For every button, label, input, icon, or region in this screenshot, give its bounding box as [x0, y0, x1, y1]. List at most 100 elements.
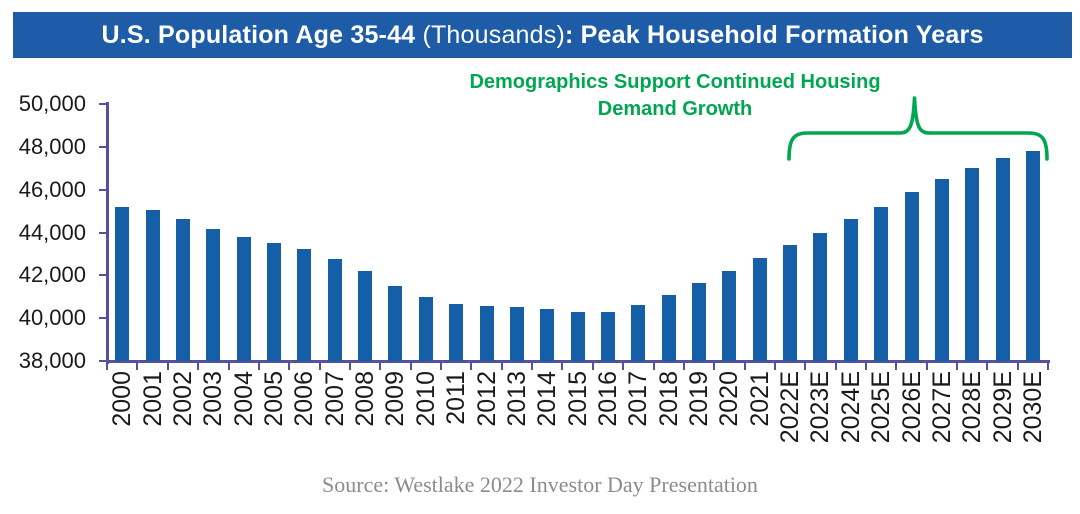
x-axis-label: 2015	[563, 371, 592, 427]
source-caption: Source: Westlake 2022 Investor Day Prese…	[322, 472, 758, 497]
x-axis-label: 2027E	[927, 371, 956, 444]
x-axis-tick	[864, 363, 867, 370]
x-axis-label: 2005	[260, 371, 289, 427]
y-axis-tick	[99, 145, 107, 148]
bar-2016	[600, 311, 615, 361]
x-axis-label: 2017	[624, 371, 653, 427]
bar-2006	[297, 248, 312, 361]
x-axis-tick	[773, 363, 776, 370]
x-axis-tick	[288, 363, 291, 370]
chart-title-bar: U.S. Population Age 35-44 (Thousands): P…	[13, 12, 1072, 58]
x-axis-tick	[743, 363, 746, 370]
x-axis-tick	[652, 363, 655, 370]
y-axis-label: 46,000	[18, 176, 86, 202]
x-axis-tick	[257, 363, 260, 370]
x-axis-tick	[440, 363, 443, 370]
annotation-text: Demographics Support Continued Housing D…	[415, 69, 935, 123]
x-axis-tick	[986, 363, 989, 370]
bar-2024E	[843, 218, 858, 361]
x-axis-label: 2030E	[1018, 371, 1047, 444]
x-axis-tick	[136, 363, 139, 370]
bar-2007	[327, 259, 342, 361]
x-axis-label: 2010	[411, 371, 440, 427]
x-axis-tick	[1047, 363, 1050, 370]
bar-2011	[449, 304, 464, 361]
x-axis-tick	[197, 363, 200, 370]
x-axis-tick	[166, 363, 169, 370]
bar-2028E	[965, 168, 980, 361]
y-axis-label: 44,000	[18, 219, 86, 245]
bar-2005	[267, 243, 282, 361]
x-axis-label: 2002	[169, 371, 197, 427]
bar-2022E	[783, 245, 798, 361]
x-axis-label: 2019	[685, 371, 714, 427]
x-axis-label: 2024E	[836, 371, 865, 444]
bar-2021	[752, 258, 767, 361]
x-axis-label: 2014	[533, 371, 562, 427]
x-axis-label: 2004	[229, 371, 258, 427]
y-axis-tick	[99, 274, 107, 277]
x-axis-label: 2016	[593, 371, 622, 427]
y-axis-label: 38,000	[18, 348, 86, 373]
y-axis-tick	[99, 188, 107, 191]
x-axis-tick	[622, 363, 625, 370]
x-axis-tick	[531, 363, 534, 370]
x-axis-tick	[348, 363, 351, 370]
x-axis-label: 2007	[320, 371, 349, 427]
x-axis-tick	[227, 363, 230, 370]
annotation-line-1: Demographics Support Continued Housing	[469, 71, 881, 93]
x-axis-tick	[470, 363, 473, 370]
chart-title-part-3: : Peak Household Formation Years	[564, 20, 984, 49]
x-axis-label: 2000	[108, 371, 137, 427]
y-axis-label: 42,000	[18, 262, 86, 288]
y-axis-tick	[99, 103, 107, 105]
x-axis-label: 2008	[351, 371, 380, 427]
x-axis-tick	[1016, 363, 1019, 370]
bar-2025E	[874, 206, 889, 361]
x-axis-label: 2022E	[776, 371, 805, 444]
bar-2003	[206, 229, 221, 361]
bar-2020	[722, 271, 737, 361]
bar-2014	[540, 308, 555, 361]
x-axis-label: 2006	[290, 371, 319, 427]
chart-title-part-1: U.S. Population Age 35-44	[101, 20, 423, 49]
x-axis-label: 2003	[199, 371, 228, 427]
x-axis-tick	[561, 363, 564, 370]
bar-2030E	[1025, 151, 1040, 361]
bar-2012	[479, 306, 494, 361]
x-axis-tick	[956, 363, 959, 370]
x-axis-label: 2021	[745, 371, 774, 427]
y-axis-tick	[99, 360, 107, 362]
x-axis-label: 2023E	[806, 371, 835, 444]
bar-2010	[418, 296, 433, 361]
x-axis-label: 2028E	[958, 371, 987, 444]
x-axis-tick	[895, 363, 898, 370]
bar-2018	[661, 294, 676, 361]
x-axis-tick	[409, 363, 412, 370]
bar-2027E	[934, 178, 949, 361]
x-axis-tick	[682, 363, 685, 370]
x-axis-tick	[379, 363, 382, 370]
chart-title: U.S. Population Age 35-44 (Thousands): P…	[101, 21, 983, 50]
x-axis-tick	[834, 363, 837, 370]
x-axis-label: 2029E	[988, 371, 1017, 444]
y-axis-label: 40,000	[18, 305, 86, 331]
bar-2026E	[904, 191, 919, 361]
x-axis-label: 2013	[502, 371, 531, 427]
bar-2009	[388, 286, 403, 361]
x-axis-label: 2020	[715, 371, 744, 427]
y-axis-label: 50,000	[18, 91, 86, 116]
x-axis-label: 2009	[381, 371, 410, 427]
x-axis-tick	[318, 363, 321, 370]
x-axis-label: 2025E	[867, 371, 896, 444]
bar-2002	[176, 218, 190, 361]
y-axis-tick	[99, 231, 107, 234]
x-axis-label: 2018	[654, 371, 683, 427]
y-axis-line	[106, 102, 109, 364]
x-axis-label: 2011	[442, 371, 471, 425]
bar-2017	[631, 305, 646, 361]
x-axis-label: 2026E	[897, 371, 926, 444]
bar-2015	[570, 311, 585, 361]
bar-2023E	[813, 232, 828, 361]
